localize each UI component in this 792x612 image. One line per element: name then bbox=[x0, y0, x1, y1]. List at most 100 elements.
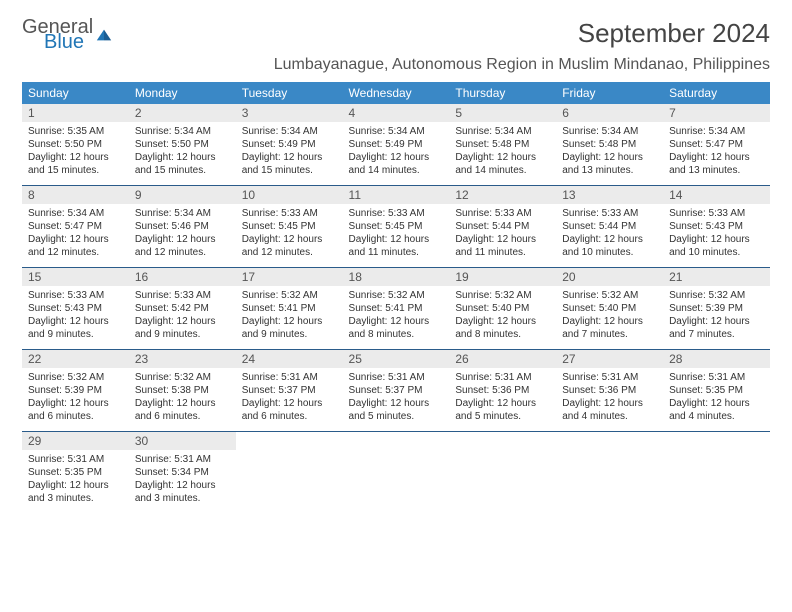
logo: General Blue bbox=[22, 18, 113, 52]
calendar-day-cell: 2Sunrise: 5:34 AMSunset: 5:50 PMDaylight… bbox=[129, 104, 236, 186]
day-number: 17 bbox=[236, 268, 343, 286]
day-number: 16 bbox=[129, 268, 236, 286]
day-number: 10 bbox=[236, 186, 343, 204]
calendar-day-cell: 11Sunrise: 5:33 AMSunset: 5:45 PMDayligh… bbox=[343, 186, 450, 268]
day-details: Sunrise: 5:32 AMSunset: 5:39 PMDaylight:… bbox=[663, 286, 770, 349]
day-number: 4 bbox=[343, 104, 450, 122]
page-title: September 2024 bbox=[578, 18, 770, 49]
day-details: Sunrise: 5:31 AMSunset: 5:36 PMDaylight:… bbox=[556, 368, 663, 431]
calendar-day-cell: 4Sunrise: 5:34 AMSunset: 5:49 PMDaylight… bbox=[343, 104, 450, 186]
calendar-day-cell: 28Sunrise: 5:31 AMSunset: 5:35 PMDayligh… bbox=[663, 350, 770, 432]
calendar-day-cell: 13Sunrise: 5:33 AMSunset: 5:44 PMDayligh… bbox=[556, 186, 663, 268]
day-number: 9 bbox=[129, 186, 236, 204]
day-details: Sunrise: 5:34 AMSunset: 5:47 PMDaylight:… bbox=[22, 204, 129, 267]
calendar-day-cell: 24Sunrise: 5:31 AMSunset: 5:37 PMDayligh… bbox=[236, 350, 343, 432]
day-number: 1 bbox=[22, 104, 129, 122]
calendar-day-cell: 12Sunrise: 5:33 AMSunset: 5:44 PMDayligh… bbox=[449, 186, 556, 268]
calendar-day-cell: 5Sunrise: 5:34 AMSunset: 5:48 PMDaylight… bbox=[449, 104, 556, 186]
day-number: 14 bbox=[663, 186, 770, 204]
day-details: Sunrise: 5:35 AMSunset: 5:50 PMDaylight:… bbox=[22, 122, 129, 185]
calendar-week-row: 8Sunrise: 5:34 AMSunset: 5:47 PMDaylight… bbox=[22, 186, 770, 268]
calendar-day-cell bbox=[236, 432, 343, 514]
day-details: Sunrise: 5:31 AMSunset: 5:37 PMDaylight:… bbox=[236, 368, 343, 431]
day-number: 8 bbox=[22, 186, 129, 204]
day-number: 19 bbox=[449, 268, 556, 286]
day-number: 18 bbox=[343, 268, 450, 286]
day-number: 20 bbox=[556, 268, 663, 286]
calendar-week-row: 29Sunrise: 5:31 AMSunset: 5:35 PMDayligh… bbox=[22, 432, 770, 514]
calendar-week-row: 15Sunrise: 5:33 AMSunset: 5:43 PMDayligh… bbox=[22, 268, 770, 350]
day-number: 6 bbox=[556, 104, 663, 122]
day-details: Sunrise: 5:31 AMSunset: 5:36 PMDaylight:… bbox=[449, 368, 556, 431]
day-header: Saturday bbox=[663, 82, 770, 104]
calendar-day-cell: 20Sunrise: 5:32 AMSunset: 5:40 PMDayligh… bbox=[556, 268, 663, 350]
calendar-day-cell: 14Sunrise: 5:33 AMSunset: 5:43 PMDayligh… bbox=[663, 186, 770, 268]
day-header: Sunday bbox=[22, 82, 129, 104]
calendar-day-cell: 26Sunrise: 5:31 AMSunset: 5:36 PMDayligh… bbox=[449, 350, 556, 432]
calendar-day-cell: 30Sunrise: 5:31 AMSunset: 5:34 PMDayligh… bbox=[129, 432, 236, 514]
day-details: Sunrise: 5:32 AMSunset: 5:41 PMDaylight:… bbox=[236, 286, 343, 349]
day-details: Sunrise: 5:31 AMSunset: 5:34 PMDaylight:… bbox=[129, 450, 236, 513]
day-number: 15 bbox=[22, 268, 129, 286]
day-details: Sunrise: 5:34 AMSunset: 5:47 PMDaylight:… bbox=[663, 122, 770, 185]
calendar-week-row: 22Sunrise: 5:32 AMSunset: 5:39 PMDayligh… bbox=[22, 350, 770, 432]
day-details: Sunrise: 5:32 AMSunset: 5:40 PMDaylight:… bbox=[449, 286, 556, 349]
calendar-day-cell: 21Sunrise: 5:32 AMSunset: 5:39 PMDayligh… bbox=[663, 268, 770, 350]
header: General Blue September 2024 bbox=[22, 18, 770, 52]
day-number: 25 bbox=[343, 350, 450, 368]
day-number: 21 bbox=[663, 268, 770, 286]
day-details: Sunrise: 5:31 AMSunset: 5:35 PMDaylight:… bbox=[663, 368, 770, 431]
day-number: 12 bbox=[449, 186, 556, 204]
day-header-row: SundayMondayTuesdayWednesdayThursdayFrid… bbox=[22, 82, 770, 104]
calendar-day-cell: 1Sunrise: 5:35 AMSunset: 5:50 PMDaylight… bbox=[22, 104, 129, 186]
day-details: Sunrise: 5:34 AMSunset: 5:46 PMDaylight:… bbox=[129, 204, 236, 267]
day-details: Sunrise: 5:33 AMSunset: 5:43 PMDaylight:… bbox=[663, 204, 770, 267]
day-details: Sunrise: 5:34 AMSunset: 5:49 PMDaylight:… bbox=[236, 122, 343, 185]
day-details: Sunrise: 5:34 AMSunset: 5:49 PMDaylight:… bbox=[343, 122, 450, 185]
day-header: Friday bbox=[556, 82, 663, 104]
calendar-day-cell: 25Sunrise: 5:31 AMSunset: 5:37 PMDayligh… bbox=[343, 350, 450, 432]
day-number: 5 bbox=[449, 104, 556, 122]
day-details: Sunrise: 5:31 AMSunset: 5:37 PMDaylight:… bbox=[343, 368, 450, 431]
calendar-day-cell: 19Sunrise: 5:32 AMSunset: 5:40 PMDayligh… bbox=[449, 268, 556, 350]
day-details: Sunrise: 5:32 AMSunset: 5:38 PMDaylight:… bbox=[129, 368, 236, 431]
calendar-day-cell: 23Sunrise: 5:32 AMSunset: 5:38 PMDayligh… bbox=[129, 350, 236, 432]
calendar-day-cell: 22Sunrise: 5:32 AMSunset: 5:39 PMDayligh… bbox=[22, 350, 129, 432]
day-number: 2 bbox=[129, 104, 236, 122]
day-details: Sunrise: 5:33 AMSunset: 5:45 PMDaylight:… bbox=[236, 204, 343, 267]
day-details: Sunrise: 5:33 AMSunset: 5:42 PMDaylight:… bbox=[129, 286, 236, 349]
day-number: 29 bbox=[22, 432, 129, 450]
day-number: 11 bbox=[343, 186, 450, 204]
calendar-body: 1Sunrise: 5:35 AMSunset: 5:50 PMDaylight… bbox=[22, 104, 770, 513]
calendar-table: SundayMondayTuesdayWednesdayThursdayFrid… bbox=[22, 82, 770, 513]
calendar-day-cell bbox=[343, 432, 450, 514]
day-details: Sunrise: 5:32 AMSunset: 5:41 PMDaylight:… bbox=[343, 286, 450, 349]
calendar-day-cell: 15Sunrise: 5:33 AMSunset: 5:43 PMDayligh… bbox=[22, 268, 129, 350]
day-number: 22 bbox=[22, 350, 129, 368]
calendar-day-cell: 18Sunrise: 5:32 AMSunset: 5:41 PMDayligh… bbox=[343, 268, 450, 350]
calendar-day-cell: 10Sunrise: 5:33 AMSunset: 5:45 PMDayligh… bbox=[236, 186, 343, 268]
day-header: Monday bbox=[129, 82, 236, 104]
day-details: Sunrise: 5:33 AMSunset: 5:43 PMDaylight:… bbox=[22, 286, 129, 349]
day-number: 30 bbox=[129, 432, 236, 450]
day-number: 7 bbox=[663, 104, 770, 122]
calendar-day-cell bbox=[449, 432, 556, 514]
day-header: Tuesday bbox=[236, 82, 343, 104]
day-details: Sunrise: 5:31 AMSunset: 5:35 PMDaylight:… bbox=[22, 450, 129, 513]
day-details: Sunrise: 5:33 AMSunset: 5:45 PMDaylight:… bbox=[343, 204, 450, 267]
day-number: 24 bbox=[236, 350, 343, 368]
location-subtitle: Lumbayanague, Autonomous Region in Musli… bbox=[22, 56, 770, 74]
calendar-week-row: 1Sunrise: 5:35 AMSunset: 5:50 PMDaylight… bbox=[22, 104, 770, 186]
calendar-day-cell: 29Sunrise: 5:31 AMSunset: 5:35 PMDayligh… bbox=[22, 432, 129, 514]
day-number: 13 bbox=[556, 186, 663, 204]
day-number: 26 bbox=[449, 350, 556, 368]
day-details: Sunrise: 5:34 AMSunset: 5:50 PMDaylight:… bbox=[129, 122, 236, 185]
day-header: Thursday bbox=[449, 82, 556, 104]
calendar-day-cell: 6Sunrise: 5:34 AMSunset: 5:48 PMDaylight… bbox=[556, 104, 663, 186]
calendar-day-cell: 8Sunrise: 5:34 AMSunset: 5:47 PMDaylight… bbox=[22, 186, 129, 268]
calendar-day-cell: 27Sunrise: 5:31 AMSunset: 5:36 PMDayligh… bbox=[556, 350, 663, 432]
day-number: 3 bbox=[236, 104, 343, 122]
logo-triangle-icon bbox=[95, 26, 113, 44]
day-number: 28 bbox=[663, 350, 770, 368]
day-details: Sunrise: 5:32 AMSunset: 5:39 PMDaylight:… bbox=[22, 368, 129, 431]
